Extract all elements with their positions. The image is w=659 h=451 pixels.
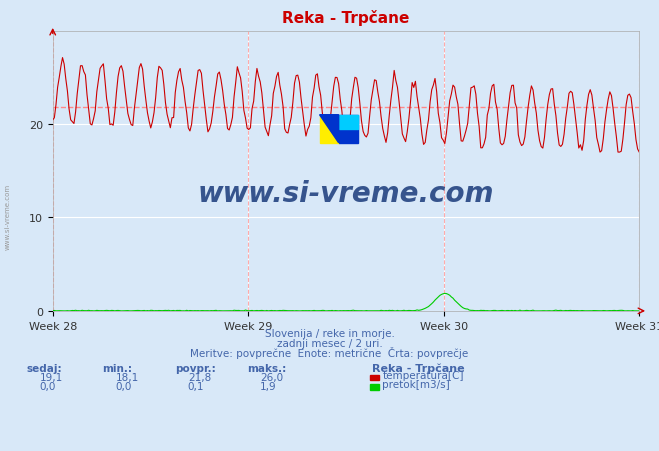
Text: Meritve: povprečne  Enote: metrične  Črta: povprečje: Meritve: povprečne Enote: metrične Črta:… [190,346,469,358]
Text: min.:: min.: [102,363,132,373]
Polygon shape [320,115,339,143]
Text: zadnji mesec / 2 uri.: zadnji mesec / 2 uri. [277,338,382,348]
Bar [339,115,358,129]
Text: Slovenija / reke in morje.: Slovenija / reke in morje. [264,328,395,338]
Bar [320,115,339,143]
Text: sedaj:: sedaj: [26,363,62,373]
Text: povpr.:: povpr.: [175,363,215,373]
Text: 19,1: 19,1 [40,372,63,382]
Text: 18,1: 18,1 [115,372,138,382]
Title: Reka - Trpčane: Reka - Trpčane [282,10,410,26]
Text: 0,0: 0,0 [115,381,132,391]
Text: pretok[m3/s]: pretok[m3/s] [382,379,450,389]
Text: 26,0: 26,0 [260,372,283,382]
Bar [339,115,358,143]
Text: temperatura[C]: temperatura[C] [382,370,464,380]
Text: 1,9: 1,9 [260,381,277,391]
Text: 21,8: 21,8 [188,372,211,382]
Text: 0,0: 0,0 [40,381,56,391]
Text: 0,1: 0,1 [188,381,204,391]
Text: www.si-vreme.com: www.si-vreme.com [198,180,494,208]
Text: maks.:: maks.: [247,363,287,373]
Text: Reka - Trpčane: Reka - Trpčane [372,362,465,373]
Text: www.si-vreme.com: www.si-vreme.com [5,184,11,249]
